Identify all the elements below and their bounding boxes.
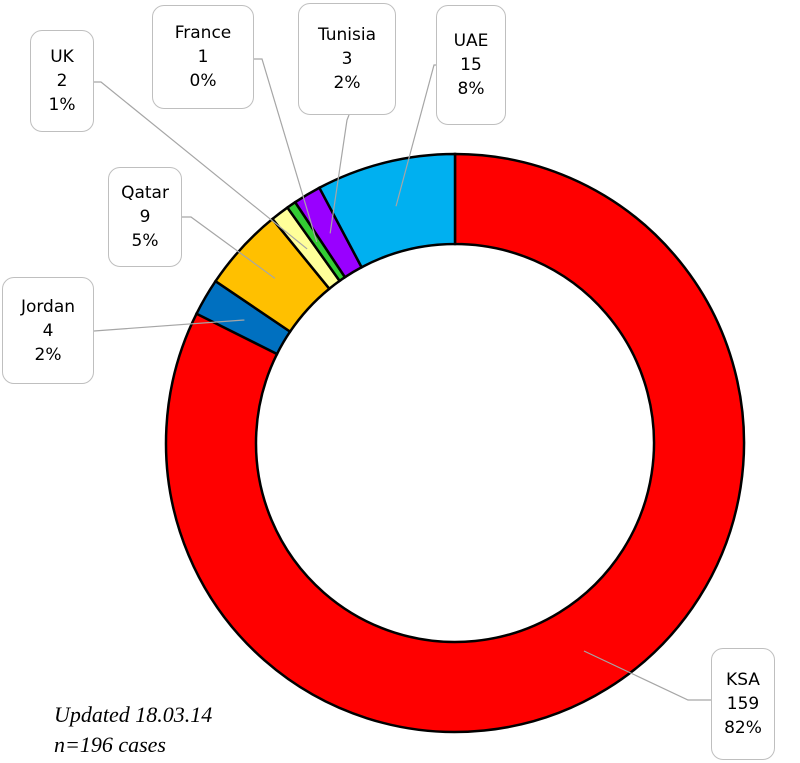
donut-slices — [164, 152, 746, 734]
label-tunisia-name: Tunisia — [317, 25, 377, 45]
label-ksa: KSA 159 82% — [711, 648, 775, 760]
slice-uae — [317, 152, 457, 269]
label-uk-value: 2 — [56, 71, 68, 91]
label-jordan-pct: 2% — [34, 344, 62, 365]
label-uae-pct: 8% — [457, 79, 485, 99]
leader-lines — [93, 58, 711, 701]
case-count: n=196 cases — [54, 732, 166, 757]
leader-line-jordan — [93, 319, 245, 332]
label-tunisia-pct: 2% — [333, 73, 361, 93]
label-qatar: Qatar 9 5% — [108, 167, 182, 267]
label-ksa-pct: 82% — [724, 718, 762, 738]
leader-line-qatar — [182, 216, 276, 279]
label-ksa-name: KSA — [726, 670, 760, 690]
label-uae: UAE 15 8% — [436, 5, 506, 125]
label-france-pct: 0% — [189, 71, 217, 91]
label-qatar-pct: 5% — [131, 231, 159, 251]
label-france: France 1 0% — [152, 5, 254, 109]
label-france-name: France — [174, 23, 232, 43]
label-france-value: 1 — [197, 47, 209, 67]
label-qatar-value: 9 — [139, 207, 151, 227]
label-ksa-value: 159 — [726, 694, 760, 714]
label-jordan-name: Jordan — [20, 296, 76, 317]
label-uae-value: 15 — [460, 55, 482, 75]
leader-line-uk — [94, 81, 308, 250]
leader-line-uae — [395, 64, 436, 207]
chart-note: Updated 18.03.14 n=196 cases — [54, 700, 212, 760]
updated-date: Updated 18.03.14 — [54, 702, 213, 727]
label-uk-pct: 1% — [48, 95, 76, 115]
leader-line-ksa — [583, 650, 711, 701]
label-qatar-name: Qatar — [121, 183, 169, 203]
label-tunisia: Tunisia 3 2% — [298, 3, 396, 115]
label-jordan-value: 4 — [42, 320, 54, 341]
label-jordan: Jordan 4 2% — [2, 277, 94, 384]
leader-line-france — [254, 58, 318, 243]
leader-line-tunisia — [329, 114, 350, 234]
label-uk: UK 2 1% — [30, 30, 94, 132]
label-uae-name: UAE — [453, 31, 489, 51]
slice-ksa — [164, 152, 746, 734]
label-uk-name: UK — [50, 47, 74, 67]
label-tunisia-value: 3 — [341, 49, 353, 69]
